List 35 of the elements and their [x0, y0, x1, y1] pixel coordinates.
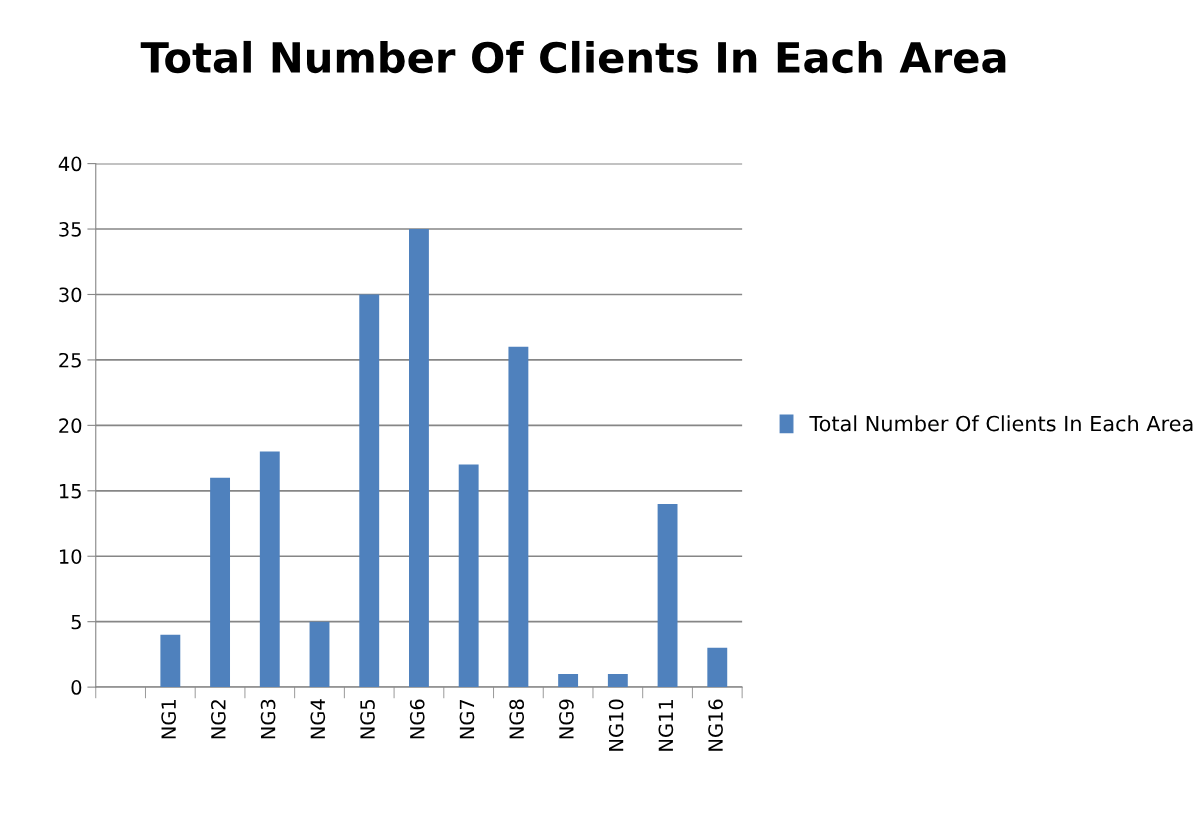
y-tick-label: 10: [59, 549, 82, 564]
x-tick-label: NG5: [360, 699, 375, 739]
bar: [309, 621, 330, 688]
legend-label: Total Number Of Clients In Each Area: [809, 415, 1193, 432]
y-tick-label: 35: [59, 222, 81, 237]
y-tick-label: 40: [58, 156, 82, 172]
x-tick-label: NG11: [658, 700, 674, 751]
x-tick-label: NG16: [708, 699, 723, 751]
x-tick-label: NG10: [608, 699, 624, 751]
x-tick-label: NG2: [211, 700, 226, 739]
y-tick-label: 15: [59, 484, 81, 499]
x-tick-label: NG7: [459, 699, 475, 739]
x-tick-label: NG8: [509, 699, 525, 739]
y-tick-label: 30: [59, 287, 82, 303]
bar: [558, 674, 579, 688]
bar: [160, 634, 181, 688]
bar: [707, 647, 728, 688]
bar: [458, 464, 479, 688]
x-tick-label: NG9: [559, 699, 574, 739]
y-tick-label: 20: [59, 418, 82, 434]
x-tick-label: NG3: [260, 699, 276, 739]
bar: [259, 451, 280, 688]
bar: [409, 229, 429, 688]
chart-title: Total Number Of Clients In Each Area: [140, 40, 1006, 74]
bar: [359, 294, 380, 688]
y-tick-label: 0: [71, 680, 82, 695]
y-tick-label: 5: [71, 614, 81, 630]
x-tick-label: NG1: [161, 700, 176, 739]
x-tick-label: NG4: [310, 699, 326, 739]
bar: [508, 346, 529, 688]
bar: [607, 674, 628, 688]
bar: [210, 477, 231, 688]
x-tick-label: NG6: [409, 699, 425, 739]
y-tick-label: 25: [59, 352, 81, 368]
bar: [657, 503, 678, 688]
